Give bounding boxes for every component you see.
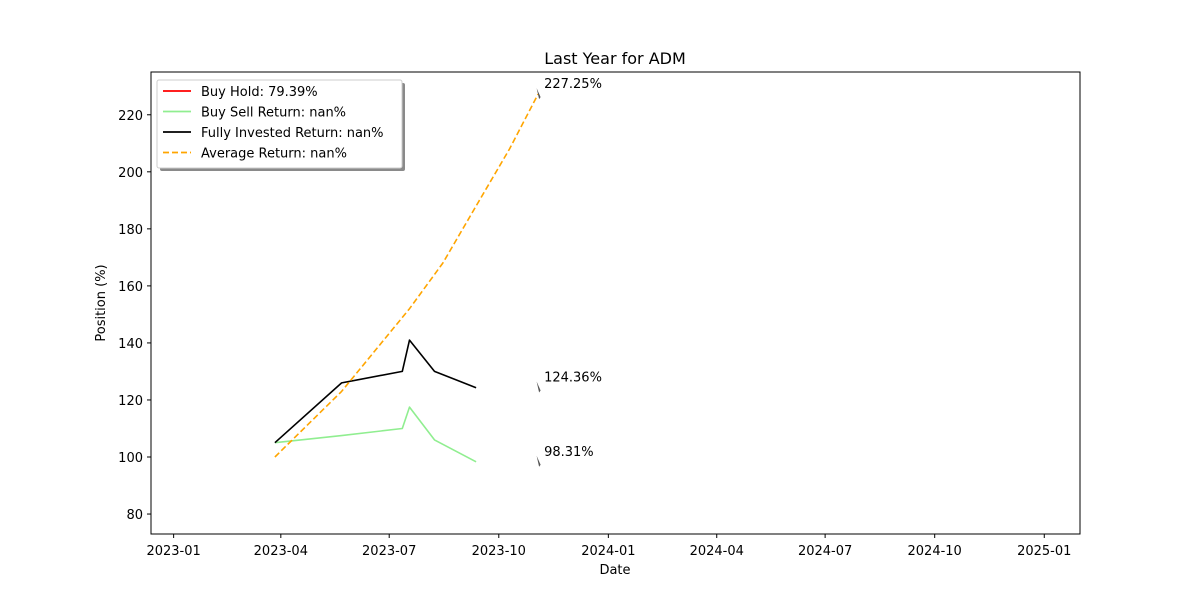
legend-box bbox=[156, 79, 403, 169]
y-tick-label-3: 140 bbox=[118, 337, 143, 352]
series-line-2 bbox=[274, 339, 477, 444]
legend-label-0: Buy Hold: 79.39% bbox=[201, 85, 318, 100]
y-tick-label-5: 180 bbox=[118, 223, 143, 238]
annotation-label-1: 124.36% bbox=[544, 371, 602, 386]
annotation-marker-0 bbox=[536, 88, 541, 100]
y-tick-label-0: 80 bbox=[126, 508, 143, 523]
chart-title: Last Year for ADM bbox=[544, 49, 686, 68]
annotation-marker-2 bbox=[536, 455, 541, 467]
plot-frame bbox=[150, 71, 1081, 535]
annotation-label-0: 227.25% bbox=[544, 77, 602, 92]
x-tick-label-2: 2023-07 bbox=[362, 544, 416, 559]
x-tick-label-7: 2024-10 bbox=[908, 544, 962, 559]
y-tick-label-2: 120 bbox=[118, 394, 143, 409]
x-tick-label-4: 2024-01 bbox=[581, 544, 635, 559]
series-line-3 bbox=[274, 93, 539, 458]
x-tick-label-8: 2025-01 bbox=[1017, 544, 1071, 559]
y-axis-label: Position (%) bbox=[94, 264, 109, 341]
plot-area: 227.25% 124.36% 98.31% 2023-01 2023-04 2023-0… bbox=[118, 71, 1081, 559]
legend-label-3: Average Return: nan% bbox=[201, 147, 347, 162]
series-line-1 bbox=[274, 406, 477, 463]
annotation-marker-1 bbox=[536, 381, 541, 393]
x-tick-label-5: 2024-04 bbox=[690, 544, 744, 559]
x-axis-label: Date bbox=[599, 563, 630, 578]
x-tick-label-6: 2024-07 bbox=[798, 544, 852, 559]
x-tick-label-3: 2023-10 bbox=[472, 544, 526, 559]
x-tick-label-1: 2023-04 bbox=[254, 544, 308, 559]
legend: Buy Hold: 79.39% Buy Sell Return: nan% Ful… bbox=[156, 79, 405, 171]
y-tick-label-4: 160 bbox=[118, 280, 143, 295]
y-tick-label-6: 200 bbox=[118, 166, 143, 181]
legend-label-1: Buy Sell Return: nan% bbox=[201, 106, 346, 121]
annotation-label-2: 98.31% bbox=[544, 445, 594, 460]
y-tick-label-1: 100 bbox=[118, 451, 143, 466]
y-tick-label-7: 220 bbox=[118, 109, 143, 124]
legend-label-2: Fully Invested Return: nan% bbox=[201, 126, 384, 141]
x-tick-label-0: 2023-01 bbox=[146, 544, 200, 559]
